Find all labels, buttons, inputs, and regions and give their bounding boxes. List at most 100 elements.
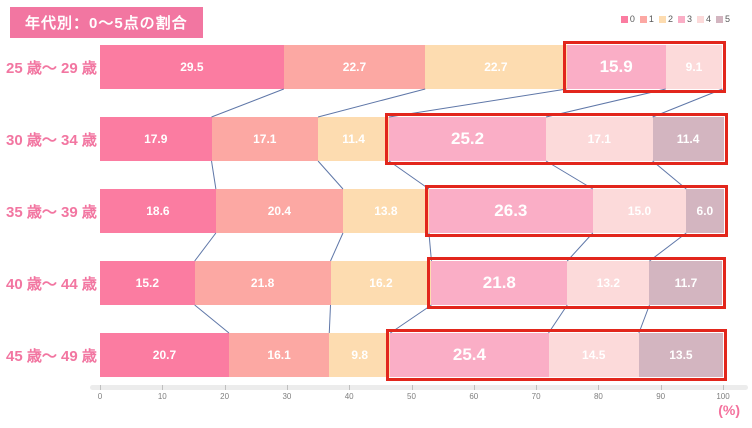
- connector-line: [194, 232, 217, 262]
- axis-tick-mark: [536, 385, 538, 390]
- legend-swatch: [620, 15, 628, 23]
- category-label: 40 歳～ 44 歳: [6, 275, 97, 293]
- axis-tick-mark: [286, 385, 288, 390]
- highlight-box: [427, 257, 727, 309]
- stacked-bar: 18.6 20.4 13.8 26.3 15.0 6.0: [100, 189, 724, 233]
- segment-value: 14.5: [582, 348, 606, 362]
- axis-tick-mark: [162, 385, 164, 390]
- axis-unit-label: (%): [718, 402, 740, 418]
- bar-segment: 9.1: [665, 45, 723, 89]
- axis-tick-mark: [349, 385, 351, 390]
- segment-value: 9.1: [685, 60, 703, 74]
- bar-segment: 13.8: [342, 189, 429, 233]
- segment-value: 17.1: [253, 132, 277, 146]
- bar-segment: 13.5: [638, 333, 723, 377]
- segment-value: 15.9: [599, 57, 633, 76]
- legend-label: 5: [724, 14, 730, 24]
- highlight-box: [386, 329, 727, 381]
- bar-segment: 20.4: [215, 189, 343, 233]
- axis-tick-label: 20: [220, 392, 230, 401]
- legend-item: 1: [639, 14, 654, 24]
- bar-segment: 17.1: [211, 117, 319, 161]
- connector-line: [194, 304, 230, 334]
- connector-line: [211, 88, 284, 118]
- segment-value: 26.3: [494, 201, 528, 220]
- connector-line: [330, 232, 344, 262]
- segment-value: 15.0: [627, 204, 652, 218]
- segment-value: 13.2: [596, 276, 621, 290]
- stacked-bar: 15.2 21.8 16.2 21.8 13.2 11.7: [100, 261, 723, 305]
- axis-tick-label: 50: [407, 392, 416, 401]
- axis-line: [90, 385, 748, 390]
- segment-value: 25.4: [452, 345, 486, 364]
- segment-value: 21.8: [250, 276, 275, 290]
- axis-tick-mark: [100, 385, 101, 390]
- bar-segment: 16.1: [228, 333, 330, 377]
- legend-item: 4: [696, 14, 711, 24]
- axis-tick-label: 70: [531, 392, 541, 401]
- bar-segment: 18.6: [100, 189, 216, 233]
- segment-value: 11.7: [674, 276, 698, 290]
- legend-swatch: [677, 15, 685, 23]
- legend-item: 5: [715, 14, 730, 24]
- bar-segment: 25.4: [390, 333, 549, 377]
- segment-value: 6.0: [696, 204, 714, 218]
- bar-segment: 26.3: [428, 189, 593, 233]
- legend-item: 2: [658, 14, 673, 24]
- legend-swatch: [658, 15, 666, 23]
- connector-line: [317, 160, 344, 190]
- axis-tick-mark: [411, 385, 413, 390]
- category-label: 35 歳～ 39 歳: [6, 203, 97, 221]
- axis-tick-mark: [473, 385, 475, 390]
- category-label: 45 歳～ 49 歳: [6, 347, 97, 365]
- segment-value: 22.7: [342, 60, 367, 74]
- bar-segment: 21.8: [431, 261, 568, 305]
- axis-tick-label: 100: [716, 392, 730, 401]
- segment-value: 20.7: [152, 348, 177, 362]
- segment-value: 9.8: [351, 348, 369, 362]
- legend-item: 3: [677, 14, 692, 24]
- legend-swatch: [696, 15, 704, 23]
- highlight-box: [385, 113, 728, 165]
- legend-swatch: [639, 15, 647, 23]
- legend-label: 0: [629, 14, 635, 24]
- bar-segment: 6.0: [686, 189, 724, 233]
- axis-tick-mark: [224, 385, 226, 390]
- axis-tick-label: 30: [282, 392, 292, 401]
- segment-value: 17.1: [587, 132, 611, 146]
- segment-value: 29.5: [180, 60, 204, 74]
- bar-segment: 17.9: [100, 117, 212, 161]
- legend-item: 0: [620, 14, 635, 24]
- category-label: 30 歳～ 34 歳: [6, 131, 97, 149]
- highlight-box: [562, 41, 727, 93]
- bar-segment: 11.7: [649, 261, 723, 305]
- segment-value: 25.2: [451, 129, 485, 148]
- bar-segment: 13.2: [567, 261, 650, 305]
- legend-label: 3: [686, 14, 692, 24]
- segment-value: 16.1: [267, 348, 291, 362]
- bar-segment: 22.7: [283, 45, 426, 89]
- bar-segment: 17.1: [546, 117, 653, 161]
- segment-value: 16.2: [369, 276, 393, 290]
- axis-tick-label: 60: [469, 392, 479, 401]
- axis-tick-label: 40: [344, 392, 354, 401]
- axis-tick-label: 80: [593, 392, 603, 401]
- chart-title: 年代別：0～5点の割合: [10, 7, 203, 38]
- bar-segment: 16.2: [330, 261, 432, 305]
- stacked-bar: 29.5 22.7 22.7 15.9 9.1: [100, 45, 723, 89]
- segment-value: 18.6: [146, 204, 170, 218]
- axis-tick-mark: [598, 385, 600, 390]
- segment-value: 17.9: [144, 132, 168, 146]
- axis-tick-label: 0: [97, 392, 103, 401]
- legend-swatch: [715, 15, 723, 23]
- connector-line: [388, 160, 430, 190]
- segment-value: 15.2: [135, 276, 160, 290]
- legend-label: 2: [667, 14, 673, 24]
- segment-value: 13.5: [669, 348, 693, 362]
- segment-value: 22.7: [484, 60, 508, 74]
- stacked-bar: 20.7 16.1 9.8 25.4 14.5 13.5: [100, 333, 723, 377]
- axis-tick-mark: [723, 385, 724, 390]
- bar-segment: 22.7: [425, 45, 567, 89]
- axis-tick-label: 90: [656, 392, 666, 401]
